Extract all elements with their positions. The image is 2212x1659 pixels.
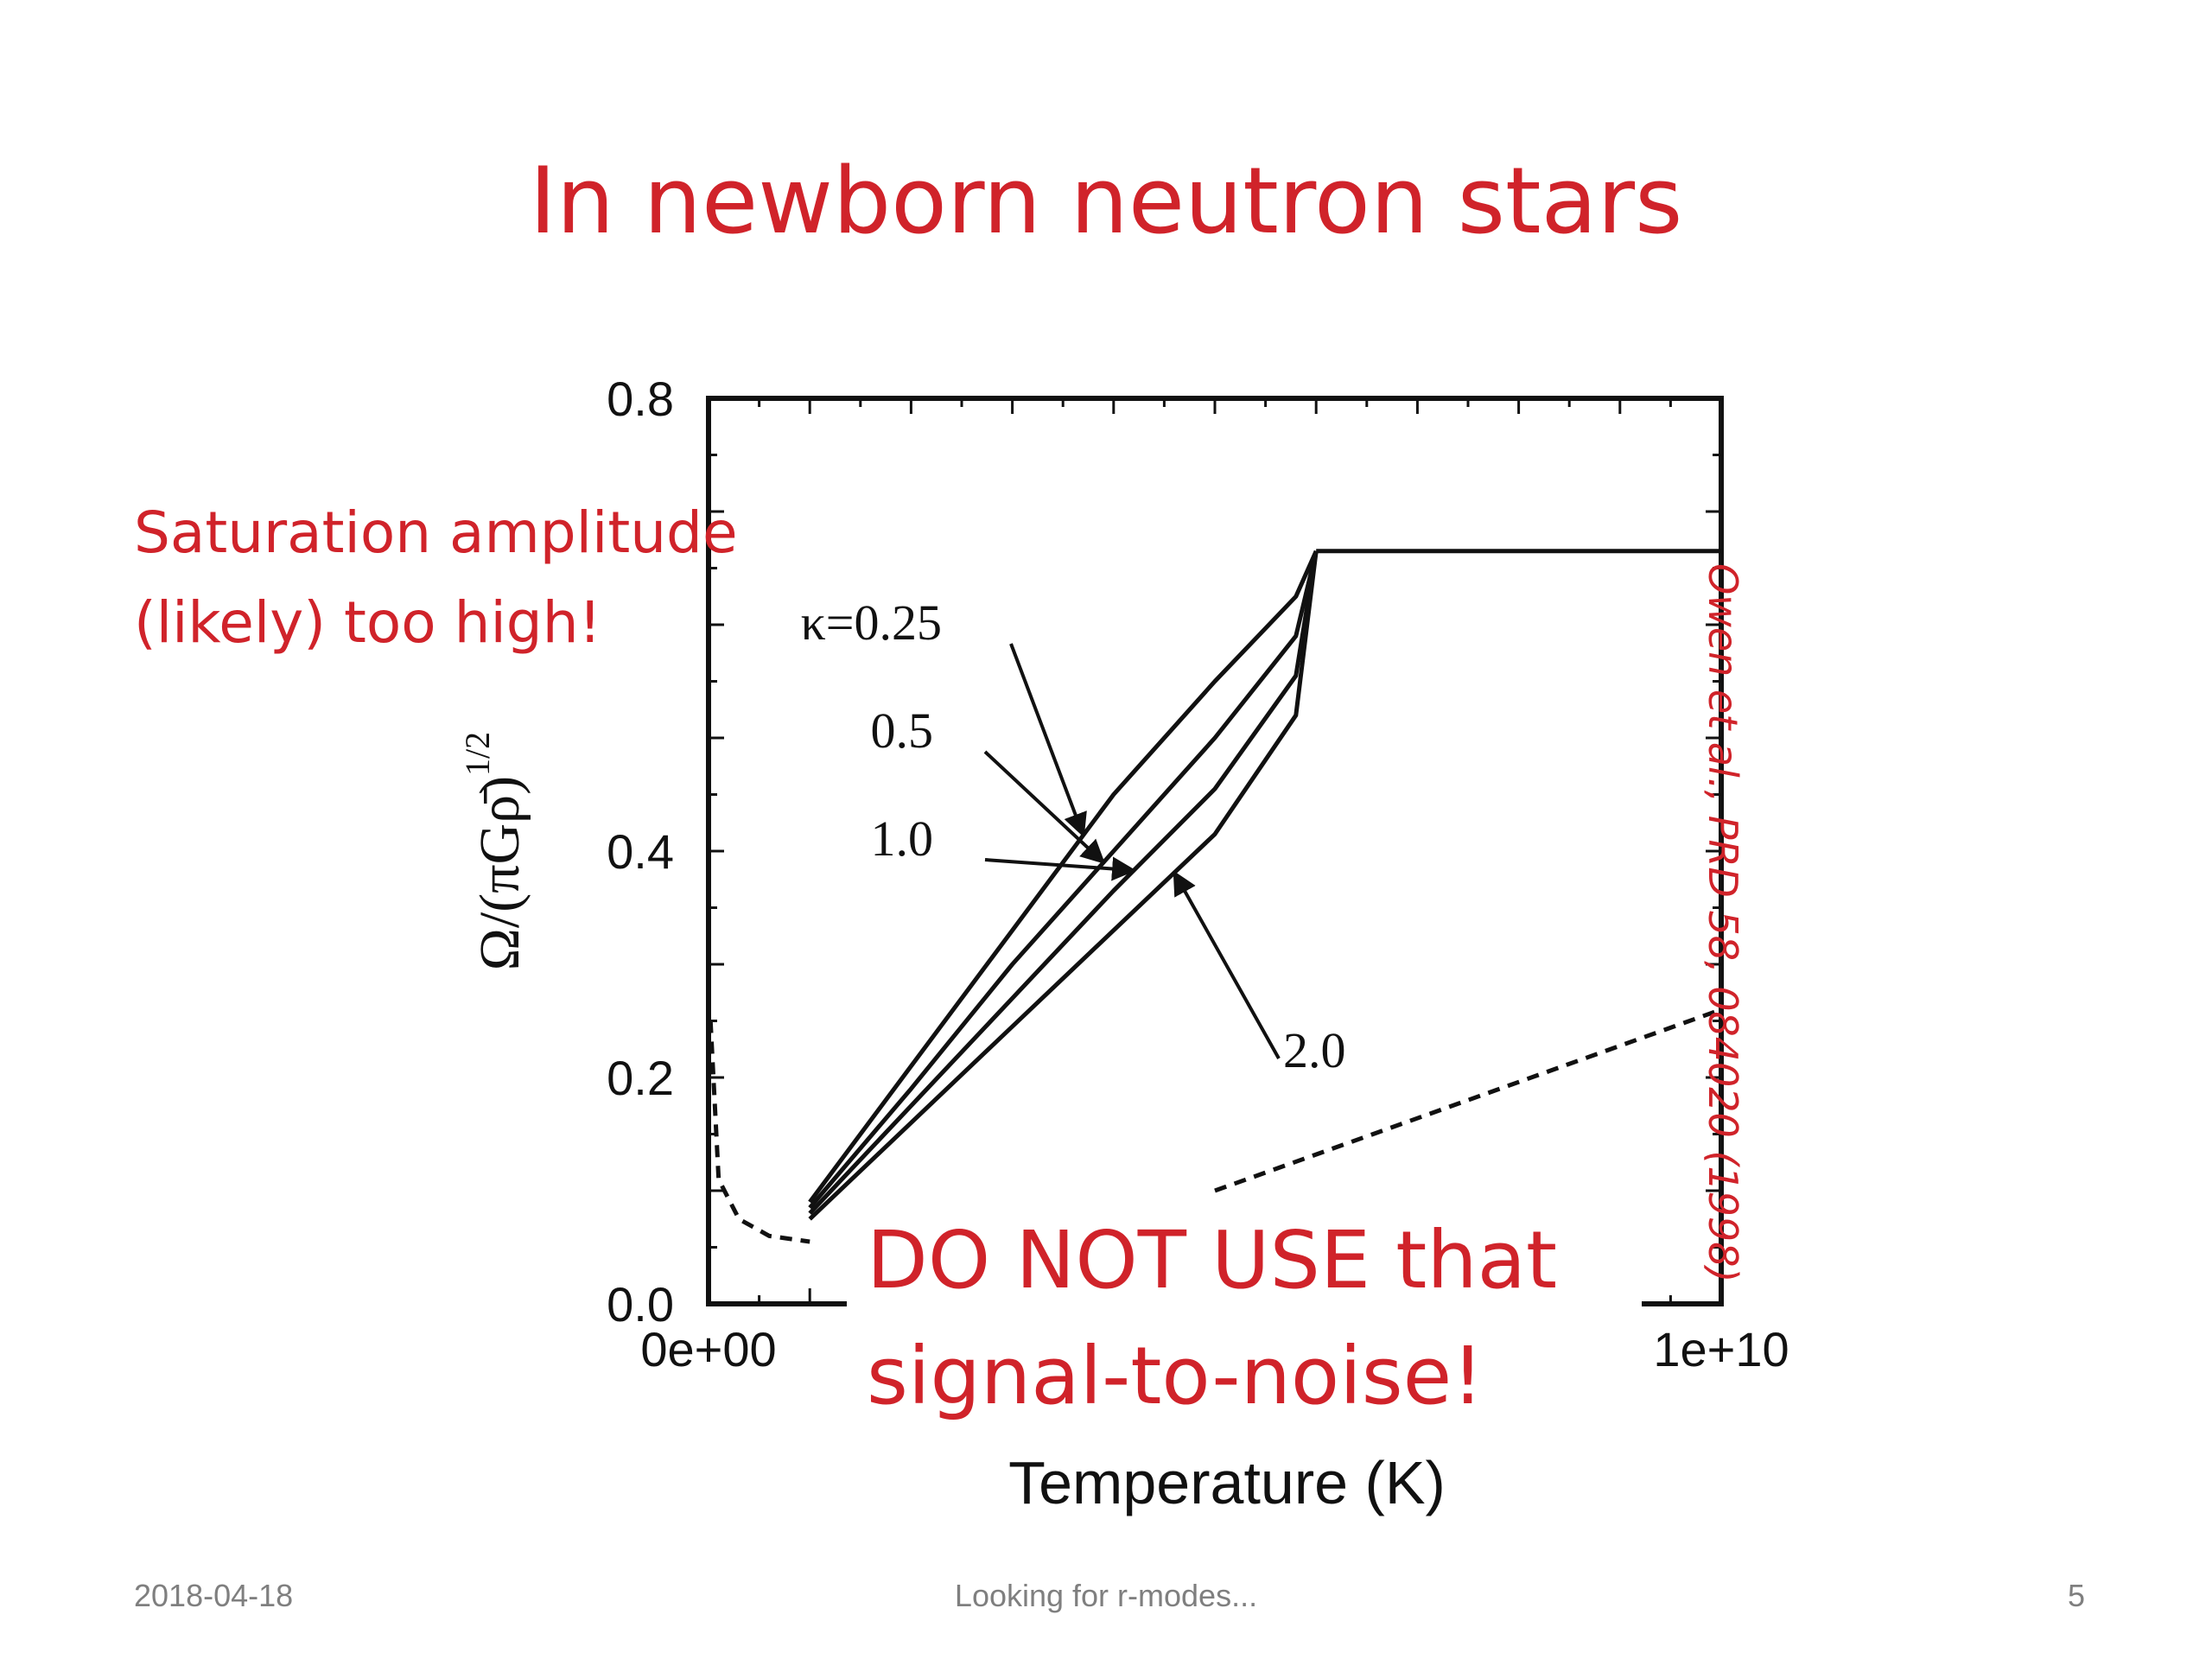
saturation-note-line-2: (likely) too high!: [134, 589, 601, 656]
curve-label: κ=0.25: [801, 594, 942, 651]
curve-label: 1.0: [871, 810, 934, 867]
saturation-note-line-1: Saturation amplitude: [134, 499, 738, 566]
y-axis-title-exponent: 1/2: [458, 732, 497, 776]
footer-title: Looking for r-modes...: [954, 1578, 1258, 1613]
series-line-5: [708, 1020, 810, 1244]
curve-label: 0.5: [871, 702, 934, 759]
y-tick-label: 0.0: [607, 1277, 674, 1332]
curve-label: 2.0: [1283, 1022, 1346, 1078]
series-line-3: [808, 550, 1319, 1221]
y-tick-label: 0.2: [607, 1051, 674, 1105]
y-axis-title-main: Ω/(πGρ̄): [468, 776, 531, 970]
x-axis-title: Temperature (K): [1008, 1449, 1446, 1516]
page-number: 5: [2067, 1578, 2085, 1613]
warning-note-line-1: DO NOT USE that: [867, 1214, 1558, 1306]
x-tick-label: 1e+10: [1653, 1322, 1789, 1376]
series-line-6: [1214, 1007, 1722, 1193]
series-line-0: [808, 550, 1319, 1204]
y-tick-label: 0.8: [607, 372, 674, 426]
saturation-note: Saturation amplitude (likely) too high!: [134, 488, 738, 668]
warning-note: DO NOT USE that signal-to-noise!: [867, 1203, 1557, 1434]
annotation-arrow: [983, 750, 1106, 865]
series-line-2: [808, 550, 1319, 1215]
y-tick-label: 0.4: [607, 824, 674, 879]
citation: Owen et al., PRD 58, 084020 (1998): [1700, 563, 1746, 1283]
y-axis-title: Ω/(πGρ̄)1/2: [458, 732, 531, 970]
annotation-arrow: [984, 856, 1137, 881]
slide-title: In newborn neutron stars: [529, 148, 1683, 254]
svg-text:Ω/(πGρ̄)1/2: Ω/(πGρ̄)1/2: [458, 732, 531, 970]
warning-backdrop: [847, 1197, 1642, 1322]
warning-note-line-2: signal-to-noise!: [867, 1330, 1484, 1422]
annotation-arrow: [1173, 870, 1281, 1059]
x-tick-label: 0e+00: [640, 1322, 776, 1376]
series-line-1: [808, 550, 1319, 1210]
annotation-arrow: [1009, 643, 1087, 838]
footer-date: 2018-04-18: [134, 1578, 294, 1613]
